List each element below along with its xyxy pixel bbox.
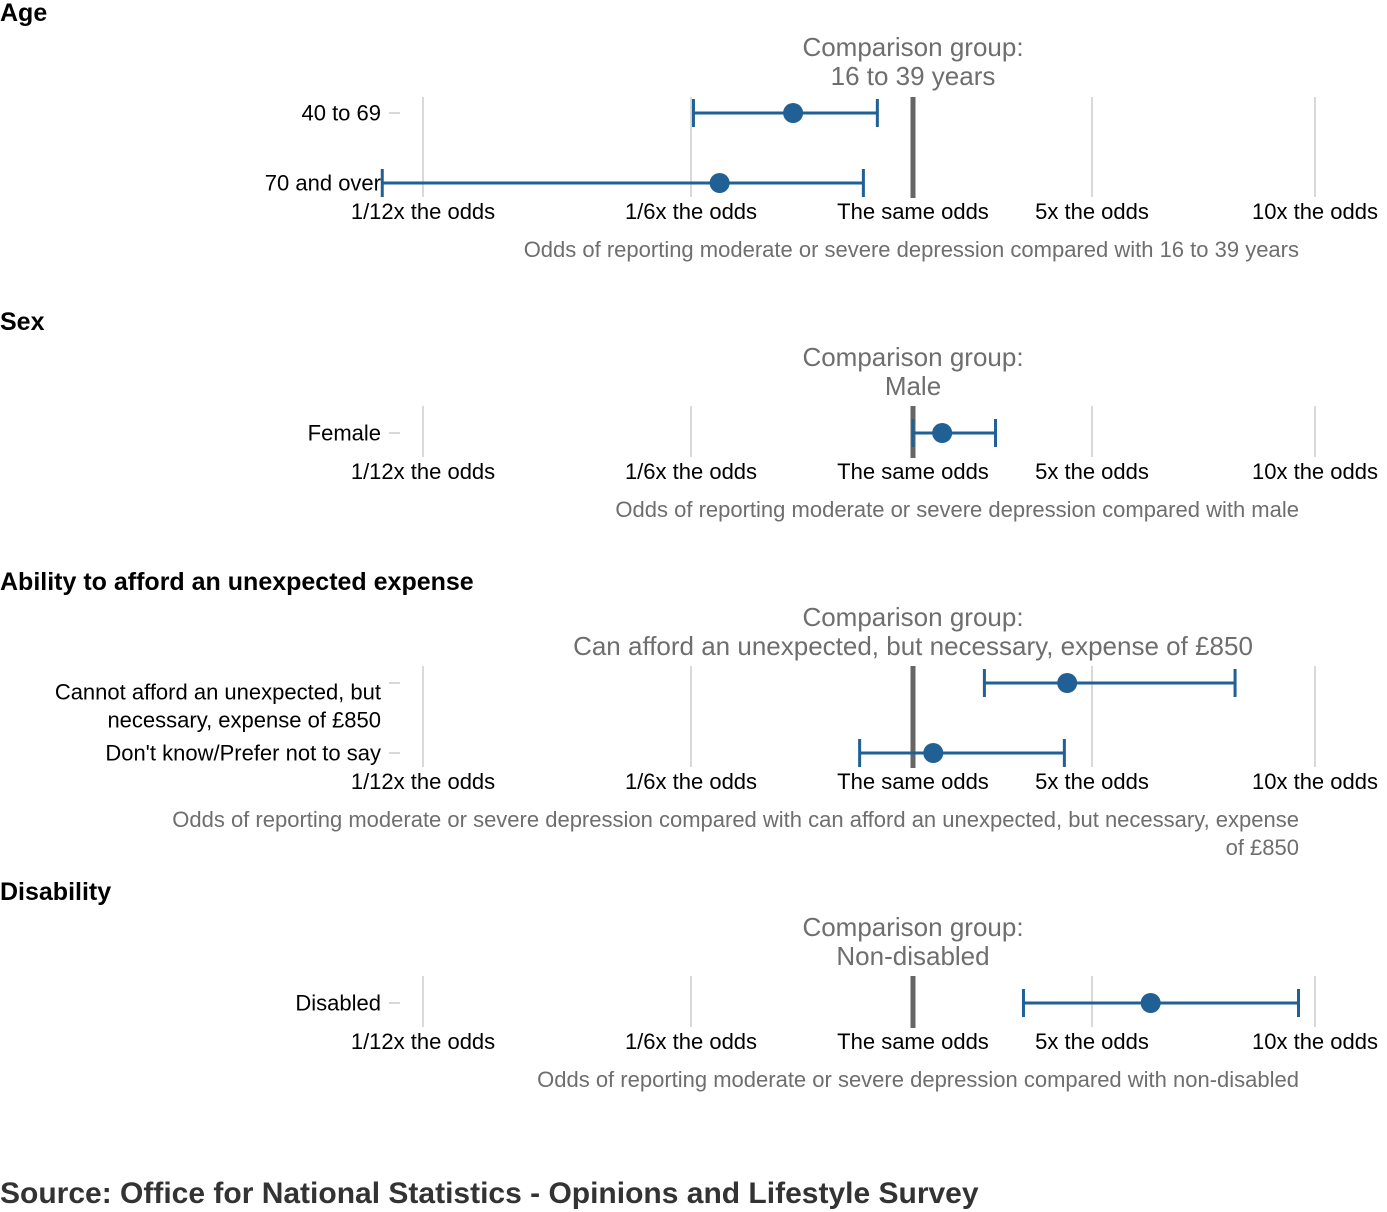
tick-label: 10x the odds <box>1252 1029 1378 1054</box>
panel-ability-to-afford-an-unexpected-expense: Ability to afford an unexpected expense C… <box>0 568 1378 860</box>
odds-point <box>932 423 953 443</box>
panel-title: Disability <box>0 878 111 906</box>
tick-label: 10x the odds <box>1252 459 1378 484</box>
comparison-label: Comparison group: <box>802 912 1023 942</box>
category-label: Disabled <box>295 991 381 1016</box>
comparison-group: Non-disabled <box>836 941 989 971</box>
panel-title: Sex <box>0 308 45 336</box>
category-label: 40 to 69 <box>301 101 381 126</box>
comparison-label: Comparison group: <box>802 602 1023 632</box>
category-label: Don't know/Prefer not to say <box>105 741 381 766</box>
panel-title: Age <box>0 0 47 27</box>
tick-label: The same odds <box>837 1029 989 1054</box>
tick-label: 5x the odds <box>1035 459 1149 484</box>
comparison-group: 16 to 39 years <box>831 61 996 91</box>
category-label: Female <box>308 421 381 446</box>
tick-label: 5x the odds <box>1035 769 1149 794</box>
axis-title: Odds of reporting moderate or severe dep… <box>615 497 1299 522</box>
axis-title-line: Odds of reporting moderate or severe dep… <box>172 807 1299 832</box>
axis-title: Odds of reporting moderate or severe dep… <box>537 1067 1299 1092</box>
tick-label: 10x the odds <box>1252 769 1378 794</box>
tick-label: 1/6x the odds <box>625 769 757 794</box>
odds-point <box>923 743 944 763</box>
tick-label: 1/12x the odds <box>351 459 495 484</box>
tick-label: 10x the odds <box>1252 199 1378 224</box>
category-label-line: necessary, expense of £850 <box>107 708 381 733</box>
odds-point <box>1140 993 1161 1013</box>
tick-label: 1/6x the odds <box>625 1029 757 1054</box>
comparison-label: Comparison group: <box>802 32 1023 62</box>
panel-age: Age Comparison group:16 to 39 years 1/12x … <box>0 0 1378 262</box>
axis-title: Odds of reporting moderate or severe dep… <box>524 237 1299 262</box>
comparison-group: Male <box>885 371 941 401</box>
comparison-group: Can afford an unexpected, but necessary,… <box>573 631 1253 661</box>
panel-sex: Sex Comparison group:Male 1/12x the odds 1/… <box>0 308 1378 522</box>
comparison-label: Comparison group: <box>802 342 1023 372</box>
tick-label: 5x the odds <box>1035 199 1149 224</box>
tick-label: 1/12x the odds <box>351 1029 495 1054</box>
source-note: Source: Office for National Statistics -… <box>0 1177 979 1210</box>
odds-point <box>1057 673 1078 693</box>
tick-label: 5x the odds <box>1035 1029 1149 1054</box>
tick-label: 1/12x the odds <box>351 769 495 794</box>
tick-label: The same odds <box>837 459 989 484</box>
odds-point <box>783 103 804 123</box>
category-label: 70 and over <box>265 171 381 196</box>
category-label-line: Cannot afford an unexpected, but <box>55 680 381 705</box>
panel-title: Ability to afford an unexpected expense <box>0 568 474 596</box>
tick-label: 1/12x the odds <box>351 199 495 224</box>
axis-title-line: of £850 <box>1226 835 1299 860</box>
tick-label: The same odds <box>837 769 989 794</box>
panel-disability: Disability Comparison group:Non-disabled 1… <box>0 878 1378 1092</box>
tick-label: The same odds <box>837 199 989 224</box>
tick-label: 1/6x the odds <box>625 459 757 484</box>
odds-point <box>709 173 730 193</box>
tick-label: 1/6x the odds <box>625 199 757 224</box>
